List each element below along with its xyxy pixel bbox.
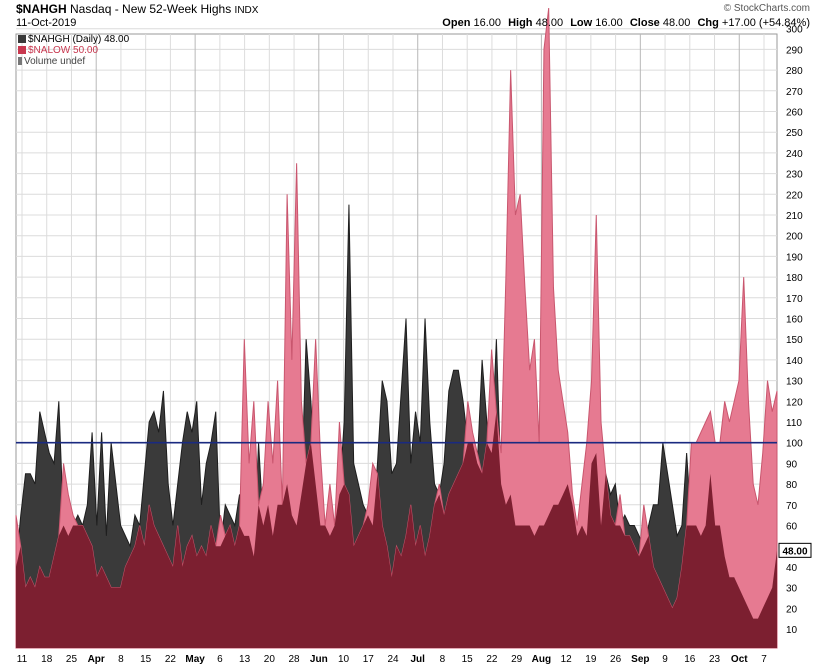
low-value: 16.00	[595, 17, 623, 29]
y-tick-label: 250	[786, 128, 803, 139]
close-label: Close	[629, 17, 660, 29]
y-tick-label: 140	[786, 356, 803, 367]
y-tick-label: 260	[786, 108, 803, 119]
x-tick-label: 13	[239, 654, 251, 665]
low-label: Low	[570, 17, 593, 29]
x-tick-label: 23	[709, 654, 721, 665]
x-tick-label: 17	[363, 654, 375, 665]
x-tick-label: Oct	[731, 654, 748, 665]
y-tick-label: 10	[786, 625, 798, 636]
y-tick-label: 150	[786, 335, 803, 346]
x-tick-label: 22	[486, 654, 498, 665]
description: Nasdaq - New 52-Week Highs	[70, 2, 232, 16]
open-label: Open	[442, 17, 471, 29]
last-value-tag: 48.00	[782, 546, 807, 557]
x-tick-label: 15	[462, 654, 474, 665]
last-value-tag-box	[778, 542, 812, 558]
x-tick-label: 25	[66, 654, 78, 665]
legend-highs: $NAHGH (Daily) 48.00	[28, 34, 130, 45]
x-tick-label: 10	[338, 654, 350, 665]
y-tick-label: 20	[786, 604, 798, 615]
x-tick-label: 24	[387, 654, 399, 665]
x-tick-label: Jul	[411, 654, 426, 665]
x-tick-label: 26	[610, 654, 622, 665]
y-tick-label: 30	[786, 584, 798, 595]
lows-swatch	[18, 46, 26, 55]
y-tick-label: 280	[786, 66, 803, 77]
y-tick-label: 170	[786, 294, 803, 305]
x-tick-label: 15	[140, 654, 152, 665]
high-value: 48.00	[535, 17, 564, 29]
x-tick-label: 19	[585, 654, 597, 665]
y-tick-label: 40	[786, 563, 798, 574]
copyright: © StockCharts.com	[723, 3, 810, 14]
y-tick-label: 200	[786, 232, 803, 243]
x-tick-label: 18	[41, 654, 53, 665]
high-label: High	[508, 17, 533, 29]
y-tick-label: 210	[786, 211, 803, 222]
legend-lows: $NALOW 50.00	[28, 45, 99, 56]
x-tick-label: 20	[264, 654, 276, 665]
exchange: INDX	[234, 5, 259, 16]
volume-swatch	[18, 57, 22, 66]
x-tick-label: Jun	[310, 654, 328, 665]
x-tick-label: 16	[684, 654, 696, 665]
y-tick-label: 270	[786, 87, 803, 98]
chg-label: Chg	[697, 17, 719, 29]
x-tick-label: 11	[17, 654, 28, 665]
x-tick-label: 22	[165, 654, 177, 665]
y-tick-label: 130	[786, 377, 803, 388]
y-tick-label: 60	[786, 522, 798, 533]
y-tick-label: 240	[786, 149, 803, 160]
x-tick-label: 8	[440, 654, 446, 665]
symbol: $NAHGH	[16, 2, 67, 16]
y-tick-label: 300	[786, 25, 803, 36]
y-tick-label: 90	[786, 459, 798, 470]
y-tick-label: 70	[786, 501, 798, 512]
chg-value: +17.00 (+54.84%)	[721, 17, 810, 29]
legend-volume: Volume undef	[24, 56, 86, 67]
overlap-area	[16, 411, 777, 648]
x-tick-label: Sep	[631, 654, 649, 665]
y-tick-label: 100	[786, 439, 803, 450]
x-tick-label: 12	[561, 654, 573, 665]
x-tick-label: May	[185, 654, 205, 665]
open-value: 16.00	[473, 17, 502, 29]
y-tick-label: 160	[786, 315, 803, 326]
y-tick-label: 80	[786, 480, 798, 491]
x-tick-label: Aug	[532, 654, 551, 665]
y-tick-label: 190	[786, 252, 803, 263]
x-tick-label: 9	[662, 654, 668, 665]
y-tick-label: 290	[786, 45, 803, 56]
x-tick-label: 8	[118, 654, 124, 665]
x-tick-label: 28	[289, 654, 301, 665]
x-tick-label: 29	[511, 654, 523, 665]
y-tick-label: 180	[786, 273, 803, 284]
x-tick-label: Apr	[88, 654, 105, 665]
x-tick-label: 6	[217, 654, 223, 665]
y-tick-label: 110	[786, 418, 802, 429]
highs-swatch	[18, 35, 26, 44]
y-tick-label: 220	[786, 190, 803, 201]
chart-date: 11-Oct-2019	[16, 17, 77, 29]
y-tick-label: 120	[786, 397, 803, 408]
y-tick-label: 230	[786, 170, 803, 181]
x-tick-label: 7	[761, 654, 767, 665]
close-value: 48.00	[662, 17, 691, 29]
